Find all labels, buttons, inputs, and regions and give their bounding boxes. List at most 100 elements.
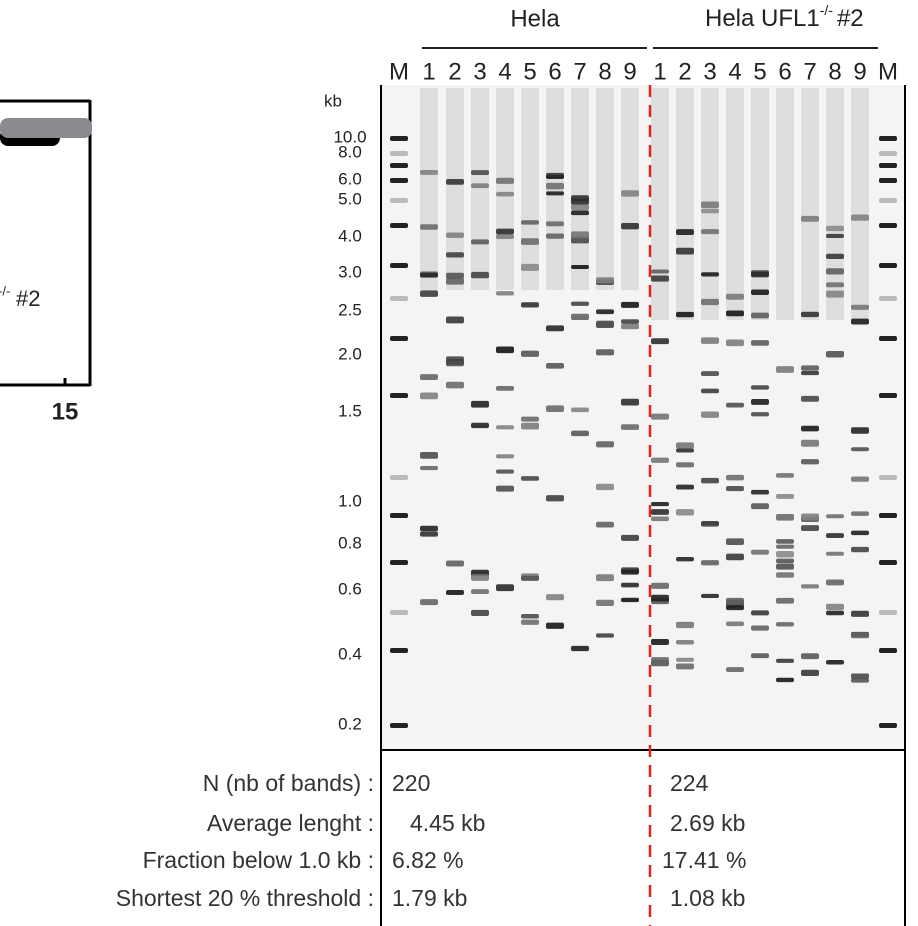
marker-band bbox=[879, 263, 897, 268]
band bbox=[621, 534, 639, 541]
band bbox=[676, 311, 694, 318]
band bbox=[751, 489, 769, 495]
lane-label: 5 bbox=[523, 58, 536, 85]
group-label: Hela bbox=[510, 5, 560, 32]
band bbox=[701, 337, 719, 344]
band bbox=[701, 298, 719, 306]
band bbox=[776, 366, 794, 373]
band bbox=[420, 465, 438, 471]
row-label: N (nb of bands) : bbox=[203, 770, 374, 796]
band bbox=[496, 234, 514, 240]
band bbox=[596, 277, 614, 284]
band bbox=[496, 228, 514, 235]
band bbox=[596, 309, 614, 315]
band bbox=[851, 546, 869, 553]
smear bbox=[776, 88, 794, 320]
band bbox=[676, 448, 694, 453]
band bbox=[446, 179, 464, 185]
band bbox=[776, 473, 794, 478]
size-label: 0.4 bbox=[338, 644, 362, 663]
band bbox=[776, 513, 794, 521]
band bbox=[446, 272, 464, 279]
band bbox=[420, 599, 438, 606]
size-label: 1.5 bbox=[338, 401, 362, 420]
band bbox=[826, 268, 844, 275]
band bbox=[571, 313, 589, 321]
left-fragment: -/- #2 15 bbox=[0, 99, 92, 425]
band bbox=[751, 385, 769, 390]
smear bbox=[826, 88, 844, 320]
band bbox=[496, 346, 514, 354]
lane-label: 2 bbox=[448, 58, 461, 85]
band bbox=[826, 659, 844, 665]
band bbox=[851, 632, 869, 639]
band bbox=[751, 625, 769, 631]
band bbox=[521, 302, 539, 308]
band bbox=[496, 425, 514, 430]
lane-label: 8 bbox=[598, 58, 611, 85]
band bbox=[751, 549, 769, 555]
band bbox=[726, 553, 744, 561]
marker-band bbox=[390, 296, 408, 301]
lane-label: M bbox=[389, 58, 409, 85]
gel bbox=[381, 85, 905, 750]
band bbox=[801, 669, 819, 676]
band bbox=[776, 597, 794, 604]
band bbox=[471, 422, 489, 429]
lane-label: 6 bbox=[548, 58, 561, 85]
band bbox=[521, 476, 539, 481]
band bbox=[851, 447, 869, 452]
band bbox=[496, 454, 514, 459]
band bbox=[496, 385, 514, 391]
band bbox=[776, 563, 794, 570]
band bbox=[701, 229, 719, 235]
row-label: Shortest 20 % threshold : bbox=[116, 885, 374, 911]
band bbox=[521, 263, 539, 271]
band bbox=[676, 484, 694, 490]
marker-band bbox=[390, 223, 408, 228]
size-label: 4.0 bbox=[338, 226, 362, 245]
marker-band bbox=[879, 296, 897, 301]
band bbox=[651, 338, 669, 345]
smear bbox=[420, 88, 438, 290]
band bbox=[596, 349, 614, 356]
band bbox=[676, 462, 694, 468]
band bbox=[851, 678, 869, 683]
band bbox=[676, 657, 694, 662]
group-label: Hela UFL1-/- #2 bbox=[705, 2, 864, 33]
band bbox=[621, 301, 639, 308]
row-label: Average lenght : bbox=[207, 810, 374, 836]
band bbox=[676, 442, 694, 449]
band bbox=[776, 572, 794, 578]
band bbox=[676, 247, 694, 255]
band bbox=[851, 304, 869, 310]
band bbox=[521, 613, 539, 619]
band bbox=[751, 272, 769, 278]
suffix: #2 bbox=[837, 5, 864, 32]
band bbox=[826, 533, 844, 538]
band bbox=[621, 190, 639, 197]
band bbox=[571, 430, 589, 437]
tick-label: 15 bbox=[52, 398, 79, 425]
marker-band bbox=[879, 198, 897, 203]
band bbox=[826, 233, 844, 239]
size-label: 0.8 bbox=[338, 533, 362, 552]
band bbox=[651, 638, 669, 646]
band bbox=[521, 575, 539, 581]
marker-band bbox=[390, 198, 408, 203]
lane-label: 6 bbox=[778, 58, 791, 85]
band bbox=[826, 290, 844, 298]
band bbox=[496, 191, 514, 197]
band bbox=[676, 557, 694, 562]
band bbox=[851, 476, 869, 482]
band bbox=[446, 381, 464, 389]
band bbox=[596, 441, 614, 448]
smear bbox=[801, 88, 819, 320]
lane-label: 7 bbox=[803, 58, 816, 85]
size-label: 3.0 bbox=[338, 262, 362, 281]
smear bbox=[676, 88, 694, 320]
band bbox=[496, 177, 514, 184]
size-label: 5.0 bbox=[338, 189, 362, 208]
band bbox=[726, 474, 744, 481]
band bbox=[826, 253, 844, 260]
